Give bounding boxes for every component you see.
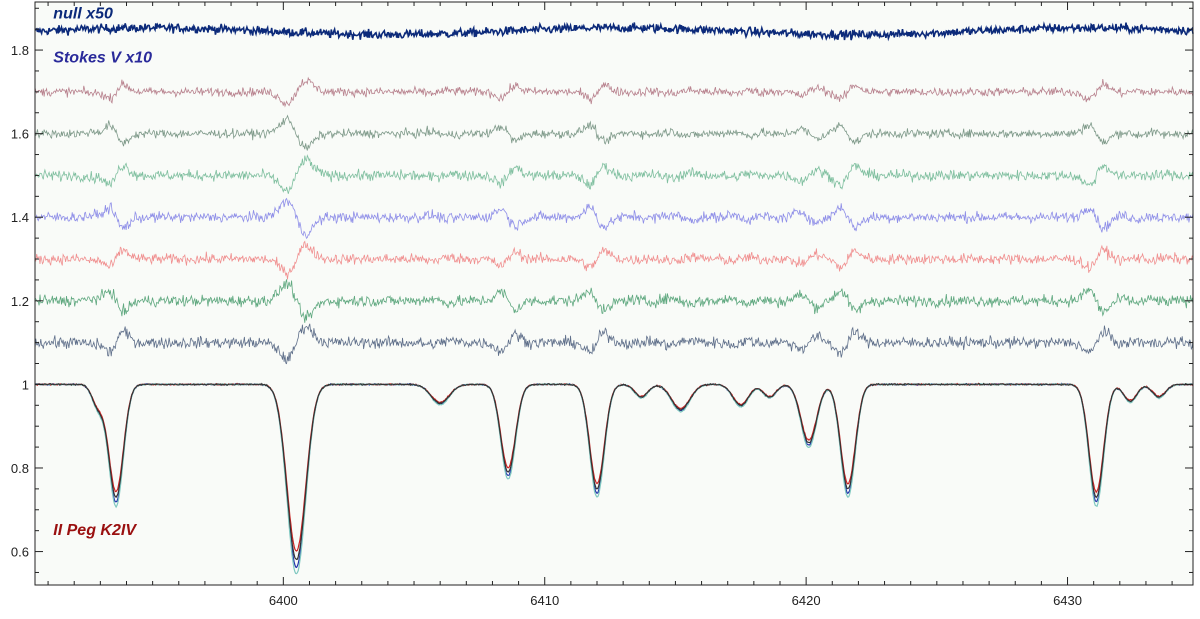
chart-annotation: null x50 <box>53 6 113 23</box>
stokes-v-series-line <box>34 323 1194 365</box>
y-tick-label: 1.6 <box>11 127 29 142</box>
y-tick-label: 1.4 <box>11 210 29 225</box>
annotation-layer: null x50 Stokes V x10 II Peg K2IV <box>53 6 152 539</box>
chart-annotation: II Peg K2IV <box>53 522 137 539</box>
chart-annotation: Stokes V x10 <box>53 50 152 67</box>
plot-background <box>35 2 1193 585</box>
x-tick-label: 6400 <box>269 593 298 608</box>
y-tick-label: 0.8 <box>11 461 29 476</box>
x-tick-label: 6430 <box>1053 593 1082 608</box>
tick-layer: 6400 6410 6420 6430 0.6 0.8 1 1.2 1.4 1.6 1.8 <box>11 2 1193 608</box>
stokes-v-series-line <box>34 240 1194 280</box>
x-tick-label: 6420 <box>792 593 821 608</box>
y-tick-label: 1.8 <box>11 43 29 58</box>
plot-frame <box>34 1 1194 586</box>
y-tick-label: 1 <box>22 377 29 392</box>
intensity-series-line <box>34 382 1194 561</box>
y-tick-label: 0.6 <box>11 545 29 560</box>
stokes-v-series-line <box>34 279 1194 323</box>
stokes-v-series-line <box>34 76 1194 108</box>
series-layer <box>34 21 1194 575</box>
stokes-v-series-line <box>34 114 1194 151</box>
stokes-v-series-line <box>34 154 1194 194</box>
stokes-v-series-line <box>34 197 1194 240</box>
y-tick-label: 1.2 <box>11 294 29 309</box>
null-series-line <box>34 21 1194 42</box>
x-tick-label: 6410 <box>530 593 559 608</box>
